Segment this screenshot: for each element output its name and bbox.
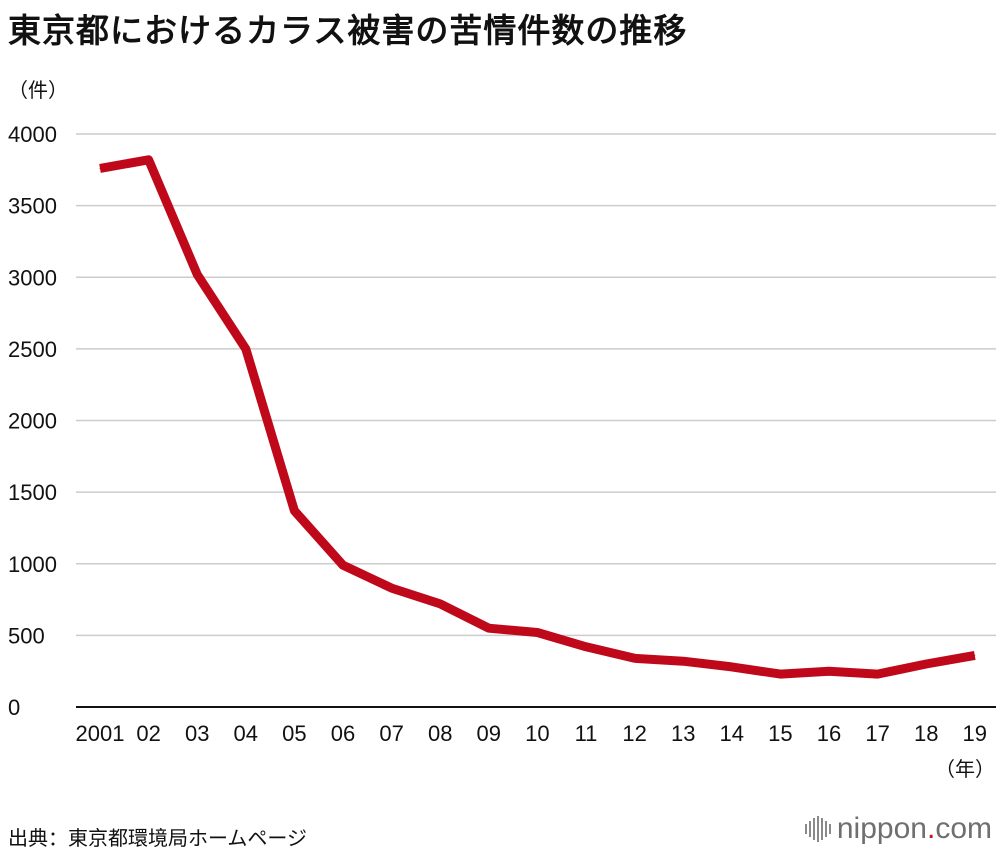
x-tick-label: 14: [720, 721, 744, 746]
data-point: [196, 273, 198, 275]
series-line: [99, 155, 976, 679]
y-axis-tick-labels: 0 500 1000 1500 2000 2500 3000 3500 4000: [8, 122, 57, 720]
x-tick-label: 06: [331, 721, 355, 746]
y-tick-label: 1500: [8, 480, 57, 505]
y-tick-label: 3000: [8, 265, 57, 290]
x-axis-unit-label: （年）: [935, 757, 995, 781]
data-point: [148, 159, 150, 161]
data-point: [828, 670, 830, 672]
x-axis-tick-labels: 2001 02 03 04 05 06 07 08 09 10 11 12 13 14 15 16 17 18 19: [76, 721, 988, 746]
y-axis-unit-label: （件）: [8, 78, 68, 102]
gridlines: [76, 133, 996, 708]
y-tick-label: 500: [8, 623, 45, 648]
x-tick-label: 17: [865, 721, 889, 746]
data-point: [245, 348, 247, 350]
data-point: [439, 603, 441, 605]
source-note: 出典：東京都環境局ホームページ: [8, 826, 307, 850]
y-tick-label: 4000: [8, 122, 57, 147]
nippon-logo-bars-icon: [804, 816, 831, 842]
x-tick-label: 12: [622, 721, 646, 746]
data-point: [391, 587, 393, 589]
data-point: [731, 666, 733, 668]
x-tick-label: 04: [234, 721, 258, 746]
data-point: [974, 654, 976, 656]
y-tick-label: 2000: [8, 409, 57, 434]
data-point: [293, 510, 295, 512]
data-point: [682, 660, 684, 662]
data-point: [488, 627, 490, 629]
data-point: [536, 632, 538, 634]
x-tick-label: 2001: [76, 721, 125, 746]
x-tick-label: 13: [671, 721, 695, 746]
x-tick-label: 10: [525, 721, 549, 746]
x-tick-label: 05: [282, 721, 306, 746]
x-tick-label: 19: [963, 721, 987, 746]
y-tick-label: 0: [8, 695, 20, 720]
series-layer: [99, 155, 976, 679]
x-tick-label: 08: [428, 721, 452, 746]
x-tick-label: 09: [477, 721, 501, 746]
x-tick-label: 15: [768, 721, 792, 746]
x-tick-label: 07: [379, 721, 403, 746]
x-tick-label: 18: [914, 721, 938, 746]
brand-wordmark: nippon.com: [836, 812, 992, 845]
x-tick-label: 16: [817, 721, 841, 746]
data-point: [925, 663, 927, 665]
y-tick-label: 2500: [8, 337, 57, 362]
data-point: [99, 167, 101, 169]
x-tick-label: 11: [575, 721, 598, 746]
y-tick-label: 3500: [8, 194, 57, 219]
nippon-brand-logo: nippon.com: [804, 812, 992, 846]
data-point: [342, 564, 344, 566]
data-point: [585, 646, 587, 648]
data-point: [877, 673, 879, 675]
data-point: [634, 657, 636, 659]
x-tick-label: 03: [185, 721, 209, 746]
y-tick-label: 1000: [8, 552, 57, 577]
data-point: [779, 673, 781, 675]
chart-title: 東京都におけるカラス被害の苦情件数の推移: [8, 11, 688, 50]
x-tick-label: 02: [136, 721, 160, 746]
